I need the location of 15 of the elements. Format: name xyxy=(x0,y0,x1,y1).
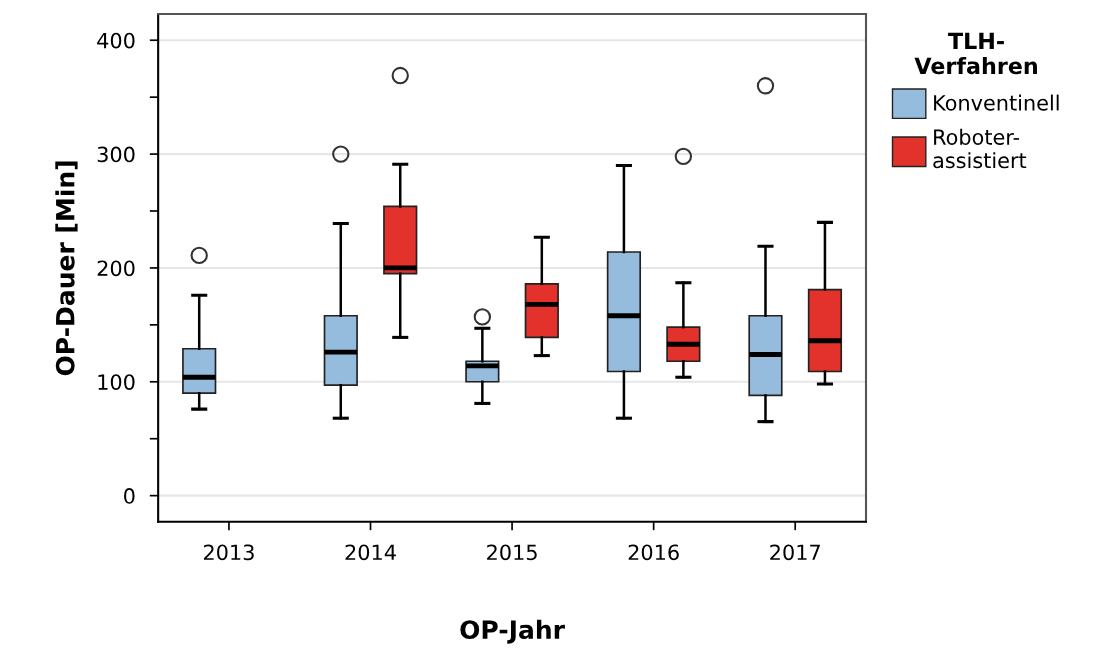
y-tick-label: 100 xyxy=(98,374,135,390)
x-tick-label: 2014 xyxy=(345,544,396,561)
legend-label: Roboter- assistiert xyxy=(933,128,1027,169)
legend-label: Konventinell xyxy=(934,94,1059,111)
y-tick-label: 200 xyxy=(97,260,135,277)
x-tick-label: 2016 xyxy=(628,544,679,561)
legend-title: TLH- Verfahren xyxy=(914,32,1037,75)
y-axis-title: OP-Dauer [Min] xyxy=(55,161,78,376)
y-tick-label: 400 xyxy=(97,32,135,49)
x-tick-label: 2017 xyxy=(770,544,820,561)
y-tick-label: 0 xyxy=(124,488,135,504)
x-tick-label: 2013 xyxy=(203,544,254,561)
x-axis-title: OP-Jahr xyxy=(460,619,565,644)
x-tick-label: 2015 xyxy=(487,544,537,561)
y-tick-label: 300 xyxy=(97,146,135,163)
